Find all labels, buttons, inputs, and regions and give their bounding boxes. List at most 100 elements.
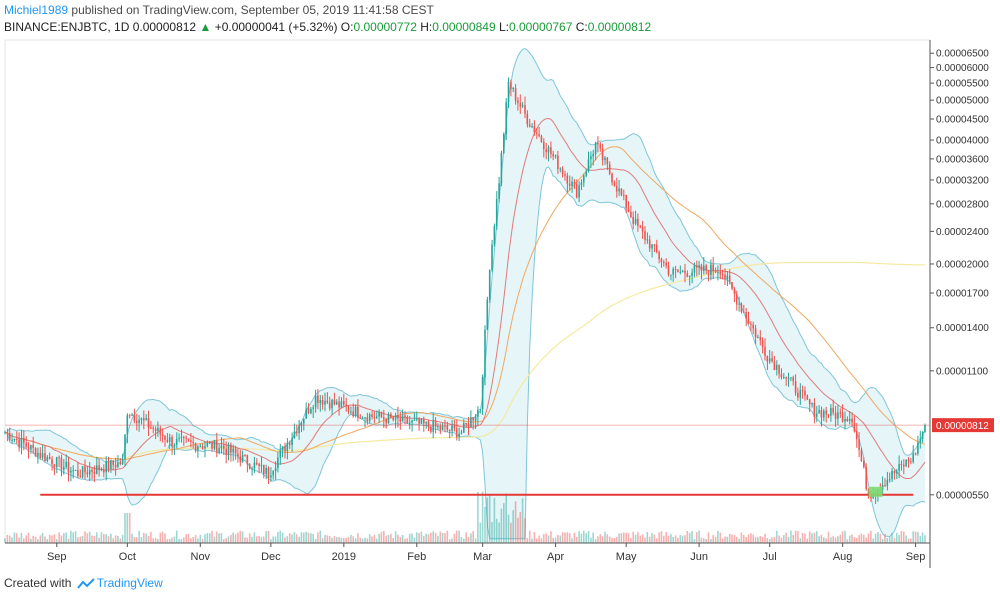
volume-bar	[517, 517, 519, 543]
candle-body	[627, 208, 630, 212]
candle-body	[495, 199, 498, 226]
candles	[4, 77, 926, 504]
candle-body	[670, 274, 672, 276]
bollinger-lower-line	[4, 166, 926, 540]
volume-bar	[27, 532, 30, 543]
candle-body	[780, 374, 783, 378]
candle-body	[319, 400, 322, 404]
candle-body	[801, 389, 804, 391]
volume-bar	[608, 536, 611, 543]
volume-bar	[270, 539, 272, 543]
volume-bar	[152, 538, 154, 543]
candle-body	[30, 444, 32, 450]
candle-body	[265, 467, 267, 475]
candle-body	[568, 183, 571, 186]
candle-body	[679, 271, 682, 273]
candle-body	[307, 408, 310, 414]
volume-bar	[343, 538, 345, 543]
candle-body	[514, 88, 517, 101]
candle-body	[70, 470, 72, 473]
candle-body	[204, 446, 206, 449]
volume-bar	[585, 533, 587, 543]
candle-body	[305, 408, 307, 419]
volume-bar	[178, 539, 180, 543]
volume-bar	[505, 493, 507, 543]
candle-body	[917, 442, 919, 454]
candle-body	[77, 470, 79, 477]
candle-body	[754, 328, 757, 338]
volume-bar	[839, 534, 842, 543]
candle-body	[799, 389, 802, 398]
candle-body	[783, 377, 785, 379]
volume-bar	[213, 536, 216, 543]
candle-body	[138, 420, 140, 423]
volume-bar	[55, 539, 58, 543]
volume-bar	[413, 537, 416, 543]
author-link[interactable]: Michiel1989	[4, 3, 69, 17]
tradingview-link[interactable]: TradingView	[96, 576, 163, 590]
candle-body	[128, 415, 131, 417]
candle-body	[168, 437, 171, 442]
candle-body	[743, 311, 745, 313]
candle-body	[183, 436, 185, 438]
candle-body	[430, 426, 432, 432]
volume-bar	[23, 538, 25, 543]
volume-bar	[801, 533, 804, 543]
close-label: C:	[575, 20, 588, 34]
candle-body	[524, 105, 526, 114]
volume-bar	[479, 522, 482, 543]
price-chart[interactable]: 0.000008120.000002900.000005500.00001100…	[0, 38, 1000, 568]
candle-body	[79, 476, 82, 478]
volume-bar	[747, 534, 750, 543]
y-tick-label: 0.00002000	[936, 259, 989, 270]
volume-bar	[658, 532, 660, 543]
volume-bar	[815, 531, 818, 543]
volume-bar	[225, 538, 227, 543]
candle-body	[415, 418, 418, 420]
candle-body	[517, 100, 519, 103]
volume-bar	[143, 532, 145, 543]
x-tick-label: Sep	[47, 551, 67, 563]
volume-bar	[773, 536, 776, 543]
candle-body	[535, 132, 538, 134]
candle-body	[870, 496, 872, 499]
volume-bar	[310, 533, 312, 543]
candle-body	[60, 458, 63, 470]
volume-bar	[533, 532, 536, 543]
candle-body	[397, 415, 399, 419]
volume-bar	[324, 535, 326, 543]
volume-bar	[865, 537, 867, 543]
volume-bar	[535, 538, 538, 543]
candle-body	[886, 479, 889, 486]
y-tick-label: 0.00001700	[936, 289, 989, 300]
candle-body	[698, 265, 700, 268]
candle-body	[41, 453, 44, 458]
candle-body	[180, 436, 183, 438]
volume-bar	[813, 532, 816, 543]
candle-body	[837, 412, 839, 419]
publish-info: Michiel1989 published on TradingView.com…	[4, 3, 434, 17]
candle-body	[498, 183, 500, 199]
chart-area[interactable]: 0.000008120.000002900.000005500.00001100…	[0, 38, 1000, 568]
volume-bar	[239, 530, 242, 543]
support-highlight	[868, 486, 883, 497]
volume-bar	[300, 532, 303, 543]
volume-bar	[267, 530, 270, 543]
candle-body	[815, 413, 818, 417]
candle-body	[159, 427, 162, 435]
candle-body	[234, 448, 237, 454]
candle-body	[401, 415, 404, 422]
bollinger-fill	[5, 48, 925, 539]
volume-bar	[361, 538, 364, 543]
candle-body	[507, 81, 510, 103]
candle-body	[865, 467, 867, 489]
candle-body	[39, 452, 42, 458]
volume-bar	[790, 530, 792, 543]
volume-bar	[557, 534, 559, 543]
candle-body	[58, 457, 60, 459]
volume-bar	[898, 534, 900, 543]
candle-body	[839, 412, 842, 414]
volume-bar	[39, 535, 42, 543]
candle-body	[712, 264, 714, 272]
candle-body	[291, 438, 293, 445]
